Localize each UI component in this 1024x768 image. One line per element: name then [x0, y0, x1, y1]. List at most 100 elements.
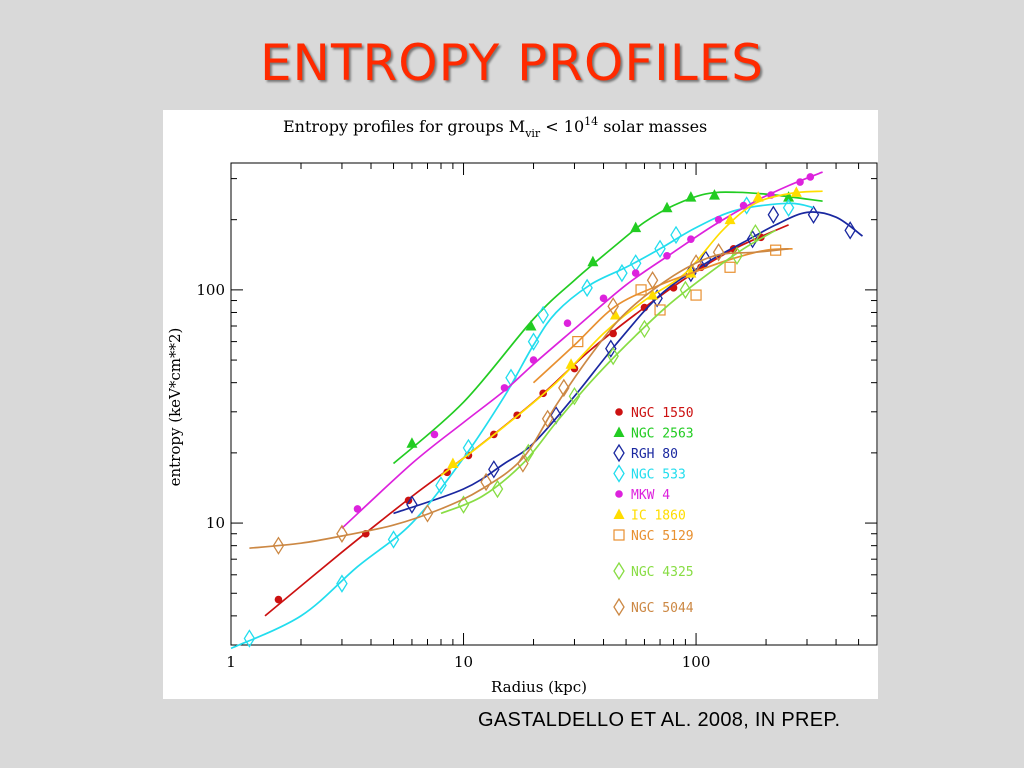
legend-marker-ngc-1550 — [615, 408, 623, 416]
data-point-ngc-4325 — [522, 443, 535, 463]
y-axis-label: entropy (keV*cm**2) — [166, 328, 184, 487]
data-point-ngc-5129 — [654, 304, 666, 316]
data-point-ngc-533 — [782, 198, 795, 217]
data-point-rgh-80 — [807, 205, 820, 224]
data-point-mkw-4 — [631, 269, 640, 277]
data-point-ngc-2563 — [685, 191, 697, 202]
plot-frame — [230, 162, 878, 646]
slide-title: ENTROPY PROFILES — [259, 34, 765, 92]
legend-marker-rgh-80 — [613, 443, 625, 463]
data-point-ngc-5044 — [558, 378, 570, 398]
data-point-ngc-5044 — [690, 254, 702, 273]
data-point-ngc-2563 — [525, 319, 537, 331]
data-point-ngc-533 — [537, 305, 549, 325]
data-point-ngc-1550 — [274, 595, 283, 604]
data-point-ngc-2563 — [587, 255, 599, 267]
data-point-mkw-4 — [599, 294, 608, 303]
data-point-ic-1860 — [752, 191, 764, 202]
data-point-ic-1860 — [609, 309, 621, 320]
series-line-rgh-80 — [393, 211, 864, 515]
data-point-ngc-5129 — [572, 336, 584, 348]
data-point-ngc-533 — [527, 332, 540, 351]
data-point-ngc-5129 — [724, 261, 736, 273]
x-tick-label: 10 — [454, 653, 473, 671]
data-point-ngc-533 — [581, 278, 593, 298]
data-point-ngc-5044 — [712, 243, 725, 262]
data-point-ngc-5044 — [517, 454, 529, 473]
data-point-ic-1860 — [647, 289, 659, 300]
data-point-ngc-533 — [616, 263, 628, 283]
series-line-ngc-4325 — [440, 229, 777, 515]
chart-figure: Entropy profiles for groups Mvir < 1014 … — [163, 110, 878, 699]
series-line-ngc-2563 — [392, 191, 823, 465]
data-point-ngc-2563 — [783, 191, 795, 202]
data-point-ngc-2563 — [630, 221, 642, 233]
x-tick-label: 100 — [682, 653, 711, 671]
data-point-ngc-5044 — [336, 524, 348, 543]
legend-label-ngc-533: NGC 533 — [631, 468, 686, 483]
data-point-mkw-4 — [796, 178, 804, 186]
data-point-mkw-4 — [430, 430, 439, 439]
data-point-mkw-4 — [529, 356, 538, 364]
entropy-chart: Entropy profiles for groups Mvir < 1014 … — [166, 115, 878, 696]
series-line-ngc-5044 — [249, 247, 789, 550]
x-tick-label: 1 — [226, 653, 236, 671]
data-point-ngc-4325 — [679, 280, 692, 300]
x-axis-label: Radius (kpc) — [491, 678, 587, 696]
data-point-ngc-1550 — [443, 468, 451, 477]
legend-label-ic-1860: IC 1860 — [631, 509, 686, 524]
series-line-ic-1860 — [440, 190, 823, 477]
citation: GASTALDELLO ET AL. 2008, IN PREP. — [478, 709, 841, 731]
data-point-rgh-80 — [488, 460, 500, 479]
y-tick-label: 10 — [206, 514, 225, 532]
data-point-mkw-4 — [687, 235, 695, 243]
data-point-ngc-533 — [243, 629, 256, 648]
data-point-ic-1860 — [724, 213, 736, 225]
data-point-ngc-4325 — [607, 346, 619, 366]
data-point-ngc-5044 — [607, 297, 619, 316]
data-point-ngc-4325 — [568, 386, 581, 406]
legend-label-ngc-2563: NGC 2563 — [631, 427, 694, 442]
data-point-ngc-4325 — [749, 223, 762, 243]
data-point-ngc-5129 — [635, 284, 647, 296]
legend-label-rgh-80: RGH 80 — [631, 447, 678, 462]
y-tick-label: 100 — [196, 281, 225, 299]
data-point-rgh-80 — [406, 495, 418, 514]
legend-marker-ngc-5044 — [613, 597, 625, 617]
data-point-ngc-1550 — [609, 329, 617, 338]
data-point-ngc-533 — [387, 530, 400, 549]
data-point-mkw-4 — [663, 251, 671, 260]
series-line-mkw-4 — [341, 171, 823, 529]
legend-marker-ngc-533 — [613, 464, 625, 483]
chart-title: Entropy profiles for groups Mvir < 1014 … — [283, 115, 707, 140]
data-point-ngc-5044 — [480, 472, 492, 492]
legend-marker-ic-1860 — [613, 508, 625, 519]
data-point-ngc-4325 — [638, 319, 651, 339]
data-point-rgh-80 — [767, 205, 780, 224]
legend-marker-ngc-4325 — [613, 561, 625, 581]
data-point-rgh-80 — [746, 229, 759, 249]
legend-marker-ngc-2563 — [613, 426, 625, 437]
data-point-ngc-5044 — [541, 409, 554, 429]
data-point-ngc-533 — [336, 574, 348, 593]
data-point-mkw-4 — [714, 215, 723, 224]
legend-marker-mkw-4 — [615, 490, 623, 498]
legend-label-ngc-5044: NGC 5044 — [631, 601, 694, 616]
data-point-ngc-4325 — [457, 495, 470, 514]
data-point-ngc-2563 — [708, 189, 720, 200]
data-point-ic-1860 — [447, 457, 459, 469]
legend-label-ngc-5129: NGC 5129 — [631, 529, 694, 544]
data-point-ngc-5044 — [646, 270, 659, 290]
data-point-ngc-533 — [654, 239, 666, 259]
series-line-ngc-533 — [230, 202, 814, 650]
data-point-rgh-80 — [605, 339, 617, 358]
legend-marker-ngc-5129 — [613, 529, 625, 541]
data-point-mkw-4 — [500, 384, 509, 392]
data-point-ngc-533 — [435, 476, 447, 495]
data-point-ngc-5129 — [690, 289, 702, 301]
data-point-mkw-4 — [353, 505, 362, 513]
data-point-ngc-2563 — [406, 437, 418, 448]
data-point-ngc-533 — [670, 225, 682, 245]
series-line-ngc-1550 — [264, 224, 789, 617]
data-point-ngc-2563 — [661, 201, 673, 213]
